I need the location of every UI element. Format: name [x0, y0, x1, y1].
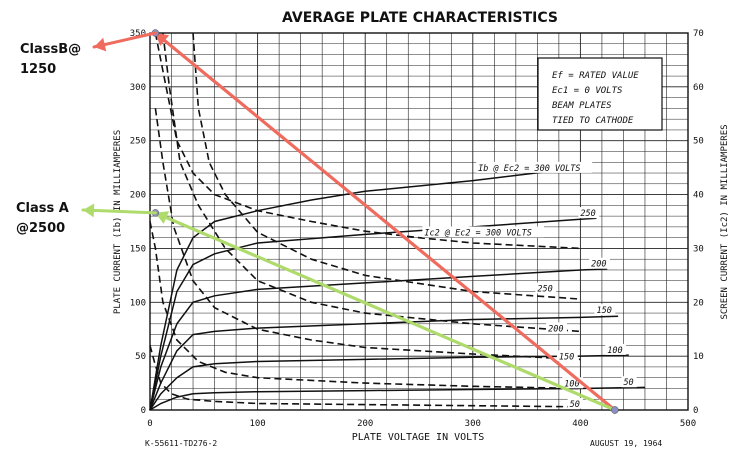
y-tick-label-right: 40: [693, 191, 704, 201]
y-tick-label-left: 150: [130, 244, 146, 254]
load-line-arrowhead: [155, 33, 170, 47]
curve-label: 50: [623, 378, 633, 388]
screen-curve: [154, 32, 581, 250]
figure-date: AUGUST 19, 1964: [590, 439, 662, 448]
curve-label-bg: [562, 377, 584, 389]
curve-label: 150: [597, 306, 612, 316]
curve-label: 100: [564, 379, 579, 389]
y-tick-label-left: 250: [130, 137, 146, 147]
y-tick-label-right: 60: [693, 83, 704, 93]
curve-label: Ic2 @ Ec2 = 300 VOLTS: [424, 229, 531, 239]
class-a-pointer: [81, 208, 157, 215]
curve-label-bg: [556, 350, 578, 362]
curve-label-bg: [578, 207, 600, 219]
curve-label: 250: [580, 209, 595, 219]
plate-curve: [149, 315, 619, 411]
screen-current-curves: [149, 32, 581, 408]
figure-code: K-55611-TD276-2: [145, 439, 217, 448]
class-b-pointer-head: [94, 37, 107, 52]
load-line-endpoint: [611, 406, 619, 414]
curve-label-bg: [535, 282, 557, 294]
curve-label: 200: [591, 260, 606, 270]
condition-tied: TIED TO CATHODE: [552, 116, 634, 126]
y-tick-label-left: 200: [130, 191, 146, 201]
screen-curve: [162, 32, 581, 333]
class-b-label-line2: 1250: [20, 62, 56, 77]
curve-label: 250: [537, 285, 552, 295]
curve-label: 200: [548, 324, 563, 334]
curve-label-bg: [589, 257, 610, 269]
load-line-arrowhead: [155, 211, 170, 225]
load-line: [153, 31, 617, 412]
curve-label-bg: [621, 376, 637, 388]
load-lines: [81, 29, 619, 414]
class-b-label-line1: ClassB@: [20, 42, 81, 57]
condition-ec1: Ec1 = 0 VOLTS: [552, 86, 623, 96]
x-tick-label: 100: [249, 419, 265, 429]
y-tick-label-right: 10: [693, 352, 704, 362]
plate-curve: [149, 268, 608, 411]
curve-label-bg: [605, 343, 627, 355]
y-tick-label-left: 350: [130, 29, 146, 39]
curve-label: 100: [607, 346, 622, 356]
plate-curve: [149, 166, 581, 411]
screen-curve: [192, 32, 581, 300]
y-axis-label-left: PLATE CURRENT (Ib) IN MILLIAMPERES: [113, 130, 123, 314]
x-tick-label: 200: [357, 419, 373, 429]
conditions-box: [537, 57, 663, 131]
class-a-pointer-head: [83, 203, 95, 218]
y-tick-label-right: 70: [693, 29, 704, 39]
screen-curve: [154, 108, 581, 361]
condition-beam: BEAM PLATES: [552, 101, 612, 111]
y-tick-label-right: 50: [693, 137, 704, 147]
load-line: [153, 211, 617, 412]
y-tick-label-right: 30: [693, 244, 704, 254]
y-tick-label-right: 0: [693, 406, 698, 416]
x-axis-label: PLATE VOLTAGE IN VOLTS: [352, 432, 484, 443]
y-tick-label-left: 100: [130, 298, 146, 308]
tick-labels: 0 100 200 300 400 500 0 50 100 150 200 250 300 350 0 10…: [130, 29, 704, 429]
chart-title: AVERAGE PLATE CHARACTERISTICS: [282, 10, 558, 26]
curve-label-bg: [546, 322, 567, 334]
curve-label-bg: [476, 161, 593, 173]
curve-label: 150: [559, 352, 574, 362]
plate-curve: [149, 386, 646, 411]
y-tick-label-left: 0: [141, 406, 146, 416]
curve-label-bg: [567, 397, 583, 409]
y-tick-label-left: 300: [130, 83, 146, 93]
screen-curve: [149, 221, 581, 390]
x-tick-label: 400: [572, 419, 588, 429]
x-tick-label: 300: [465, 419, 481, 429]
x-tick-label: 500: [680, 419, 696, 429]
class-a-label-line1: Class A: [16, 201, 69, 216]
plate-curve: [149, 217, 597, 411]
curve-label: 50: [570, 400, 580, 410]
screen-curve: [149, 345, 581, 408]
y-tick-label-right: 20: [693, 298, 704, 308]
y-axis-label-right: SCREEN CURRENT (Ic2) IN MILLIAMPERES: [720, 124, 730, 319]
curve-labels: Ib @ Ec2 = 300 VOLTS Ic2 @ Ec2 = 300 VOLT…: [422, 161, 637, 410]
curve-label: Ib @ Ec2 = 300 VOLTS: [478, 164, 580, 174]
y-tick-label-left: 50: [135, 352, 146, 362]
curve-label-bg: [594, 304, 616, 316]
x-tick-label: 0: [147, 419, 152, 429]
class-a-label-line2: @2500: [16, 221, 65, 236]
condition-ef: Ef = RATED VALUE: [552, 71, 639, 81]
curve-label-bg: [422, 226, 544, 238]
